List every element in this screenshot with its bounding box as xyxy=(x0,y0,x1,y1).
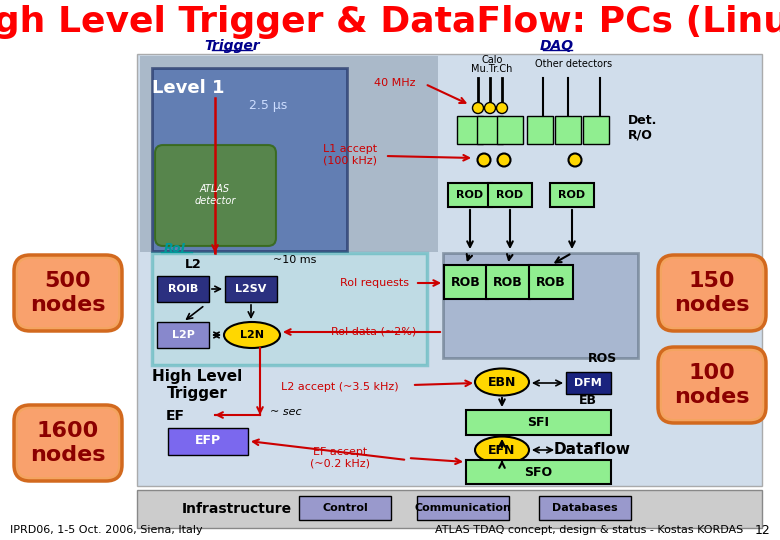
Text: Control: Control xyxy=(322,503,368,513)
FancyBboxPatch shape xyxy=(497,116,523,144)
Text: ATLAS TDAQ concept, design & status - Kostas KORDAS: ATLAS TDAQ concept, design & status - Ko… xyxy=(435,525,743,535)
FancyBboxPatch shape xyxy=(466,460,611,484)
FancyBboxPatch shape xyxy=(566,372,611,394)
Ellipse shape xyxy=(477,153,491,166)
FancyBboxPatch shape xyxy=(583,116,609,144)
Text: 100
nodes: 100 nodes xyxy=(674,363,750,407)
Text: High Level Trigger & DataFlow: PCs (Linux): High Level Trigger & DataFlow: PCs (Linu… xyxy=(0,5,780,39)
Text: Mu.Tr.Ch: Mu.Tr.Ch xyxy=(471,64,512,74)
FancyBboxPatch shape xyxy=(299,496,391,520)
Text: EBN: EBN xyxy=(488,375,516,388)
Text: RoI requests: RoI requests xyxy=(339,278,409,288)
Text: ROS: ROS xyxy=(588,352,617,365)
FancyBboxPatch shape xyxy=(555,116,581,144)
Ellipse shape xyxy=(498,153,510,166)
Ellipse shape xyxy=(484,103,495,113)
Text: ROD: ROD xyxy=(456,190,484,200)
FancyBboxPatch shape xyxy=(529,265,573,299)
Text: EF accept
(~0.2 kHz): EF accept (~0.2 kHz) xyxy=(310,447,370,469)
Text: Other detectors: Other detectors xyxy=(535,59,612,69)
FancyBboxPatch shape xyxy=(550,183,594,207)
Text: Level 1: Level 1 xyxy=(152,79,225,97)
FancyBboxPatch shape xyxy=(477,116,503,144)
FancyBboxPatch shape xyxy=(157,276,209,302)
Text: 500
nodes: 500 nodes xyxy=(30,272,106,315)
FancyBboxPatch shape xyxy=(225,276,277,302)
Text: Det.
R/O: Det. R/O xyxy=(628,114,658,142)
FancyBboxPatch shape xyxy=(444,265,488,299)
Ellipse shape xyxy=(475,368,529,395)
Text: RoI data (~2%): RoI data (~2%) xyxy=(332,327,417,337)
FancyBboxPatch shape xyxy=(443,253,638,358)
Text: RoI: RoI xyxy=(164,241,186,254)
Text: SFI: SFI xyxy=(527,415,549,429)
Text: EFP: EFP xyxy=(195,435,221,448)
Text: High Level
Trigger: High Level Trigger xyxy=(152,369,242,401)
Ellipse shape xyxy=(497,103,508,113)
FancyBboxPatch shape xyxy=(662,351,762,419)
Text: ~10 ms: ~10 ms xyxy=(273,255,317,265)
FancyBboxPatch shape xyxy=(658,347,766,423)
Text: ROB: ROB xyxy=(536,275,566,288)
Text: EB: EB xyxy=(579,394,597,407)
FancyBboxPatch shape xyxy=(137,490,762,528)
Text: ROD: ROD xyxy=(558,190,586,200)
FancyBboxPatch shape xyxy=(137,54,762,486)
FancyBboxPatch shape xyxy=(157,322,209,348)
Text: L2SV: L2SV xyxy=(236,284,267,294)
Ellipse shape xyxy=(475,436,529,463)
Text: 40 MHz: 40 MHz xyxy=(374,78,416,88)
FancyBboxPatch shape xyxy=(155,145,276,246)
Text: L2 accept (~3.5 kHz): L2 accept (~3.5 kHz) xyxy=(281,382,399,392)
Ellipse shape xyxy=(473,103,484,113)
Text: L2P: L2P xyxy=(172,330,194,340)
Text: ROD: ROD xyxy=(496,190,523,200)
Text: 150
nodes: 150 nodes xyxy=(674,272,750,315)
FancyBboxPatch shape xyxy=(658,255,766,331)
FancyBboxPatch shape xyxy=(152,68,347,251)
FancyBboxPatch shape xyxy=(14,405,122,481)
Text: Calo: Calo xyxy=(481,55,502,65)
Text: Trigger: Trigger xyxy=(204,39,260,53)
Text: ATLAS
detector: ATLAS detector xyxy=(194,184,236,206)
FancyBboxPatch shape xyxy=(18,409,118,477)
Text: IPRD06, 1-5 Oct. 2006, Siena, Italy: IPRD06, 1-5 Oct. 2006, Siena, Italy xyxy=(10,525,203,535)
FancyBboxPatch shape xyxy=(140,56,438,252)
FancyBboxPatch shape xyxy=(486,265,530,299)
Text: 12: 12 xyxy=(754,523,770,537)
Text: EFN: EFN xyxy=(488,443,516,456)
Text: ROB: ROB xyxy=(451,275,481,288)
FancyBboxPatch shape xyxy=(457,116,483,144)
Ellipse shape xyxy=(569,153,582,166)
Text: DFM: DFM xyxy=(574,378,602,388)
Text: Databases: Databases xyxy=(552,503,618,513)
Text: L2N: L2N xyxy=(240,330,264,340)
Text: Communication: Communication xyxy=(414,503,512,513)
FancyBboxPatch shape xyxy=(488,183,532,207)
Text: ROIB: ROIB xyxy=(168,284,198,294)
Ellipse shape xyxy=(224,322,280,348)
FancyBboxPatch shape xyxy=(448,183,492,207)
Text: ROB: ROB xyxy=(493,275,523,288)
Text: Infrastructure: Infrastructure xyxy=(182,502,292,516)
Text: 2.5 μs: 2.5 μs xyxy=(249,98,287,111)
FancyBboxPatch shape xyxy=(18,259,118,327)
Text: ~ sec: ~ sec xyxy=(270,407,302,417)
FancyBboxPatch shape xyxy=(662,259,762,327)
FancyBboxPatch shape xyxy=(417,496,509,520)
Text: DAQ: DAQ xyxy=(540,39,574,53)
Text: L1 accept
(100 kHz): L1 accept (100 kHz) xyxy=(323,144,377,166)
FancyBboxPatch shape xyxy=(539,496,631,520)
Text: SFO: SFO xyxy=(524,465,552,478)
FancyBboxPatch shape xyxy=(14,255,122,331)
FancyBboxPatch shape xyxy=(168,428,248,455)
FancyBboxPatch shape xyxy=(152,253,427,365)
Text: EF: EF xyxy=(165,409,185,423)
Text: L2: L2 xyxy=(185,259,201,272)
FancyBboxPatch shape xyxy=(527,116,553,144)
Text: Dataflow: Dataflow xyxy=(554,442,630,457)
FancyBboxPatch shape xyxy=(466,410,611,435)
Text: 1600
nodes: 1600 nodes xyxy=(30,421,106,464)
